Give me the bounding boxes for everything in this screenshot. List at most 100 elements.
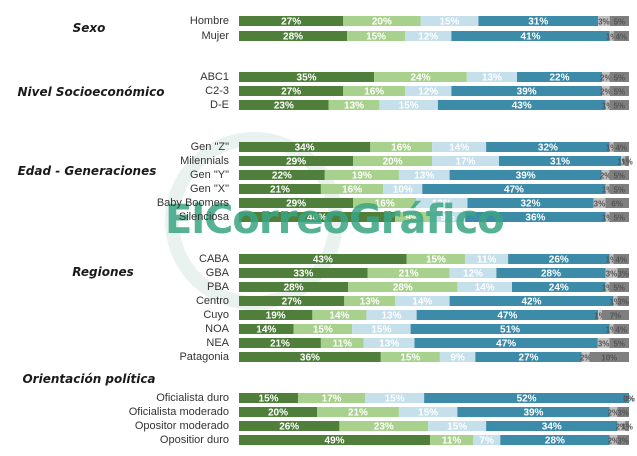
data-label: 13% bbox=[414, 171, 434, 182]
bar-segment bbox=[347, 31, 406, 41]
data-label: 28% bbox=[284, 283, 304, 294]
data-label: 10% bbox=[601, 354, 617, 363]
bar-segment bbox=[589, 352, 629, 362]
data-label: 32% bbox=[521, 199, 541, 210]
data-label: 11% bbox=[477, 255, 497, 266]
bar-segment bbox=[239, 72, 375, 82]
data-label: 5% bbox=[613, 284, 625, 293]
data-label: 34% bbox=[542, 422, 562, 433]
bar-segment bbox=[609, 338, 629, 348]
data-label: 5% bbox=[613, 102, 625, 111]
section-title: Edad - Generaciones bbox=[17, 164, 157, 178]
bar-segment bbox=[380, 352, 440, 362]
bar-segment bbox=[601, 86, 610, 96]
bar-segment bbox=[625, 421, 629, 431]
bar-segment bbox=[239, 212, 395, 222]
bar-segment bbox=[598, 310, 602, 320]
row-label: Oficialista moderado bbox=[128, 406, 229, 418]
data-label: 31% bbox=[550, 157, 570, 168]
data-label: 14% bbox=[412, 297, 432, 308]
bar-segment bbox=[625, 156, 629, 166]
bar-segment bbox=[613, 31, 629, 41]
row-label: GBA bbox=[205, 267, 229, 279]
bar-segment bbox=[601, 170, 610, 180]
row-label: PBA bbox=[206, 281, 229, 293]
data-label: 26% bbox=[549, 255, 569, 266]
data-label: 1% bbox=[602, 284, 614, 293]
bar-segment bbox=[239, 310, 313, 320]
bar-segment bbox=[395, 296, 450, 306]
bar-segment bbox=[605, 100, 610, 110]
data-label: 3% bbox=[617, 437, 629, 446]
bar-segment bbox=[416, 310, 599, 320]
bar-segment bbox=[457, 282, 512, 292]
bar-segment bbox=[239, 435, 431, 445]
bar-segment bbox=[432, 156, 499, 166]
row-label: D-E bbox=[210, 99, 229, 111]
data-label: 23% bbox=[374, 422, 394, 433]
data-label: 11% bbox=[442, 436, 462, 447]
bar-segment bbox=[609, 100, 629, 110]
bar-segment bbox=[609, 16, 629, 26]
bar-segment bbox=[486, 421, 618, 431]
bar-segment bbox=[437, 100, 606, 110]
data-label: 15% bbox=[439, 17, 459, 28]
bar-segment bbox=[617, 296, 629, 306]
bar-segment bbox=[239, 268, 368, 278]
bar-segment bbox=[609, 184, 629, 194]
bar-segment bbox=[605, 268, 618, 278]
bar-segment bbox=[609, 324, 614, 334]
bar-segment bbox=[597, 338, 610, 348]
data-label: 20% bbox=[372, 17, 392, 28]
bar-segment bbox=[467, 198, 594, 208]
bar-segment bbox=[473, 435, 501, 445]
data-label: 4% bbox=[615, 326, 627, 335]
bar-segment bbox=[410, 324, 610, 334]
bar-segment bbox=[605, 198, 629, 208]
data-label: 42% bbox=[521, 297, 541, 308]
data-label: 27% bbox=[519, 353, 539, 364]
bar-segment bbox=[451, 86, 602, 96]
data-label: 21% bbox=[348, 408, 368, 419]
data-label: 40% bbox=[307, 213, 327, 224]
data-label: 2% bbox=[608, 409, 620, 418]
data-label: 24% bbox=[410, 73, 430, 84]
bar-segment bbox=[317, 407, 399, 417]
data-label: 5% bbox=[614, 18, 626, 27]
row-label: ABC1 bbox=[200, 71, 229, 83]
data-label: 5% bbox=[614, 88, 626, 97]
data-label: 43% bbox=[313, 255, 333, 266]
data-label: 41% bbox=[521, 32, 541, 43]
data-label: 13% bbox=[379, 339, 399, 350]
bar-segment bbox=[414, 338, 598, 348]
bar-segment bbox=[609, 72, 629, 82]
bar-segment bbox=[353, 156, 433, 166]
data-label: 2% bbox=[580, 354, 592, 363]
data-label: 27% bbox=[281, 87, 301, 98]
data-label: 23% bbox=[274, 101, 294, 112]
bar-segment bbox=[609, 282, 629, 292]
bar-segment bbox=[465, 212, 606, 222]
bar-segment bbox=[449, 170, 602, 180]
bar-segment bbox=[593, 198, 606, 208]
data-label: 9% bbox=[405, 213, 420, 224]
data-label: 2% bbox=[600, 172, 612, 181]
bar-segment bbox=[320, 184, 384, 194]
data-label: 0% bbox=[623, 395, 635, 404]
bar-segment bbox=[343, 86, 406, 96]
row-label: CABA bbox=[199, 253, 229, 265]
data-label: 9% bbox=[450, 353, 465, 364]
bar-segment bbox=[374, 72, 467, 82]
bar-segment bbox=[609, 170, 629, 180]
bar-segment bbox=[239, 352, 381, 362]
row-label: NOA bbox=[205, 323, 229, 335]
row-label: Milennials bbox=[180, 155, 229, 167]
bar-segment bbox=[239, 156, 354, 166]
data-label: 1% bbox=[610, 298, 622, 307]
bar-segment bbox=[430, 435, 473, 445]
data-label: 51% bbox=[500, 325, 520, 336]
row-label: Gen "X" bbox=[190, 183, 229, 195]
bar-segment bbox=[363, 338, 415, 348]
data-label: 29% bbox=[286, 199, 306, 210]
data-label: 5% bbox=[613, 172, 625, 181]
